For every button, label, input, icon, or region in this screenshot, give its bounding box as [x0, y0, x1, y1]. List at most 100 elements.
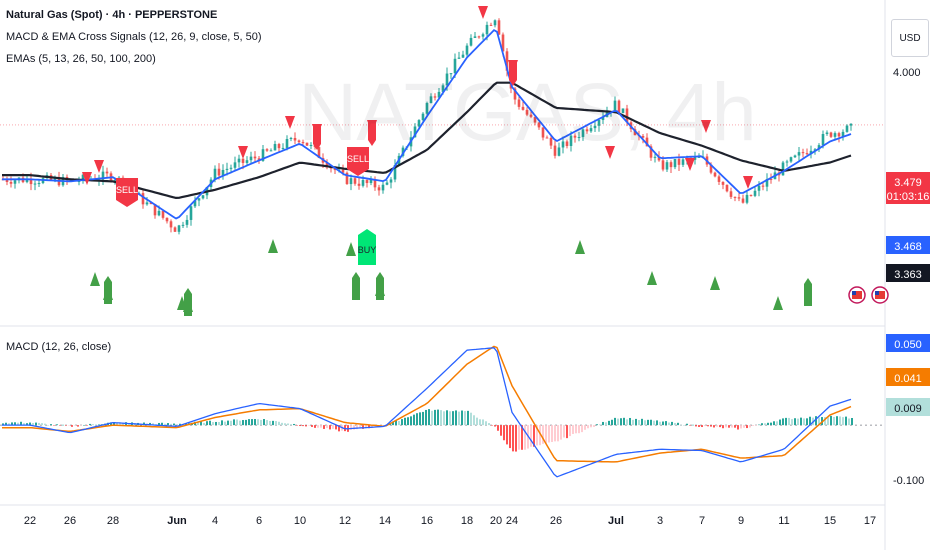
ema-fast-line	[2, 29, 852, 220]
histogram-bar	[32, 423, 34, 426]
candle	[621, 108, 625, 114]
histogram-bar	[590, 425, 592, 428]
histogram-bar	[203, 422, 205, 426]
candle	[789, 156, 793, 163]
histogram-bar	[407, 417, 409, 426]
candle	[753, 186, 757, 198]
histogram-bar	[434, 409, 436, 426]
histogram-bar	[200, 421, 202, 426]
histogram-bar	[608, 420, 610, 426]
time-axis-label: 9	[738, 515, 744, 527]
sell-marker	[701, 120, 711, 133]
candle	[613, 96, 617, 112]
candle	[597, 118, 601, 132]
candle	[401, 145, 405, 158]
histogram-bar	[440, 410, 442, 426]
histogram-bar	[797, 418, 799, 426]
histogram-bar	[479, 419, 481, 426]
histogram-bar	[305, 425, 307, 427]
histogram-bar	[335, 425, 337, 430]
histogram-bar	[524, 425, 526, 450]
svg-text:3.363: 3.363	[894, 269, 922, 281]
flag-icon	[848, 286, 866, 304]
histogram-bar	[791, 419, 793, 426]
histogram-bar	[77, 425, 79, 427]
candle	[177, 224, 181, 235]
histogram-bar	[275, 421, 277, 426]
buy-label-text: BUY	[358, 245, 377, 255]
symbol-title[interactable]: Natural Gas (Spot) · 4h · PEPPERSTONE	[6, 9, 218, 21]
candle	[841, 129, 845, 141]
macd-axis-label: -0.100	[893, 475, 924, 487]
currency-button[interactable]: USD	[891, 19, 929, 57]
buy-marker	[346, 242, 356, 256]
histogram-bar	[29, 422, 31, 426]
histogram-bar	[266, 420, 268, 426]
candle	[473, 31, 477, 39]
histogram-bar	[452, 411, 454, 426]
histogram-bar	[485, 421, 487, 426]
histogram-bar	[23, 423, 25, 426]
indicator-macd-ema-cross[interactable]: MACD & EMA Cross Signals (12, 26, 9, clo…	[6, 31, 262, 43]
histogram-bar	[545, 425, 547, 444]
candle	[173, 226, 177, 232]
candle	[201, 194, 205, 200]
histogram-bar	[59, 425, 61, 426]
histogram-bar	[581, 425, 583, 433]
histogram-bar	[17, 422, 19, 426]
histogram-bar	[554, 425, 556, 442]
histogram-bar	[671, 421, 673, 426]
candle	[553, 140, 557, 159]
candle	[345, 171, 349, 185]
flag-icon	[871, 286, 889, 304]
histogram-bar	[746, 425, 748, 429]
ema-fast-badge: 3.468	[886, 236, 930, 254]
time-axis-label: 16	[421, 515, 433, 527]
indicator-emas[interactable]: EMAs (5, 13, 26, 50, 100, 200)	[6, 53, 156, 65]
histogram-bar	[38, 422, 40, 426]
histogram-bar	[56, 424, 58, 426]
histogram-bar	[422, 411, 424, 426]
histogram-bar	[776, 421, 778, 426]
histogram-bar	[41, 423, 43, 426]
histogram-bar	[395, 420, 397, 426]
histogram-bar	[572, 425, 574, 434]
histogram-bar	[413, 414, 415, 426]
histogram-bar	[845, 416, 847, 426]
histogram-bar	[458, 411, 460, 426]
time-axis-label: 14	[379, 515, 391, 527]
histogram-bar	[281, 422, 283, 426]
histogram-bar	[722, 425, 724, 429]
candle	[673, 158, 677, 170]
buy-marker	[90, 272, 100, 286]
candle	[309, 142, 313, 150]
candle	[497, 18, 501, 36]
histogram-bar	[419, 412, 421, 426]
ema-slow-badge: 3.363	[886, 264, 930, 282]
histogram-bar	[515, 425, 517, 452]
histogram-bar	[491, 425, 493, 426]
histogram-bar	[707, 425, 709, 427]
candle	[545, 135, 549, 139]
macd-line	[2, 347, 852, 478]
histogram-bar	[800, 417, 802, 426]
candle	[433, 93, 437, 101]
histogram-bar	[692, 424, 694, 426]
histogram-bar	[224, 421, 226, 426]
histogram-bar	[176, 424, 178, 426]
histogram-bar	[521, 425, 523, 450]
hist-value-badge: 0.009	[886, 398, 930, 416]
histogram-bar	[122, 423, 124, 426]
svg-text:3.468: 3.468	[894, 241, 922, 253]
candle	[601, 112, 605, 125]
candle	[101, 165, 105, 185]
sell-marker	[285, 116, 295, 129]
histogram-bar	[236, 419, 238, 426]
candle	[801, 148, 805, 158]
histogram-bar	[326, 425, 328, 428]
macd-panel-title[interactable]: MACD (12, 26, close)	[6, 341, 112, 353]
histogram-bar	[416, 413, 418, 426]
candle	[197, 197, 201, 207]
histogram-bar	[293, 423, 295, 426]
